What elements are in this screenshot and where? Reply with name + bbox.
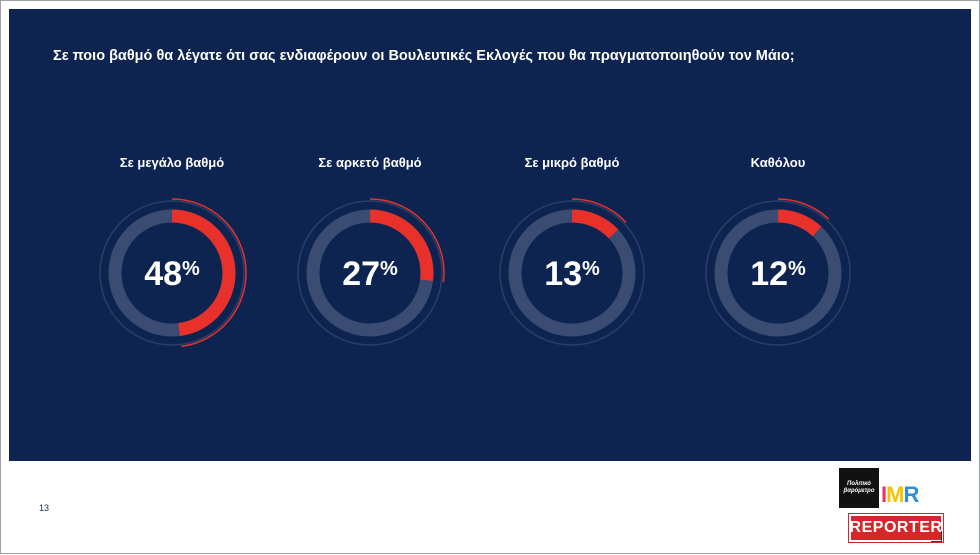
donut-3: Σε μικρό βαθμό 13% <box>499 155 645 346</box>
category-label: Σε μικρό βαθμό <box>525 155 620 170</box>
donut-outer-guide <box>99 200 245 346</box>
category-label: Σε αρκετό βαθμό <box>318 155 421 170</box>
reporter-logo: REPORTER <box>848 513 944 543</box>
politiko-barometro-logo: Πολιτικό βαρόμετρο <box>839 468 879 508</box>
donut-2: Σε αρκετό βαθμό 27% <box>297 155 445 346</box>
donut-value-arc <box>369 209 434 281</box>
donut-outer-arc <box>171 198 247 348</box>
page-number: 13 <box>39 503 50 513</box>
donut-outer-guide <box>499 200 645 346</box>
category-label: Καθόλου <box>751 155 806 170</box>
donut-value-arc <box>777 209 822 237</box>
donut-value-arc <box>571 209 619 239</box>
value-label: 13% <box>544 255 600 293</box>
donut-outer-arc <box>777 198 830 220</box>
category-label: Σε μεγάλο βαθμό <box>120 155 224 170</box>
value-label: 12% <box>750 255 806 293</box>
donut-outer-guide <box>297 200 443 346</box>
donut-outer-arc <box>369 198 445 283</box>
donut-1: Σε μεγάλο βαθμό 48% <box>99 155 247 348</box>
donut-value-arc <box>171 209 236 336</box>
imr-logo: IMR <box>881 482 919 507</box>
value-label: 48% <box>144 255 200 293</box>
value-label: 27% <box>342 255 398 293</box>
corner-mark <box>931 531 942 542</box>
donut-outer-arc <box>571 198 627 223</box>
donut-outer-guide <box>705 200 851 346</box>
chart-title: Σε ποιο βαθμό θα λέγατε ότι σας ενδιαφέρ… <box>53 48 795 64</box>
donut-4: Καθόλου 12% <box>705 155 851 346</box>
logos: Πολιτικό βαρόμετρο IMR REPORTER <box>839 468 949 546</box>
chart-panel <box>9 9 971 461</box>
